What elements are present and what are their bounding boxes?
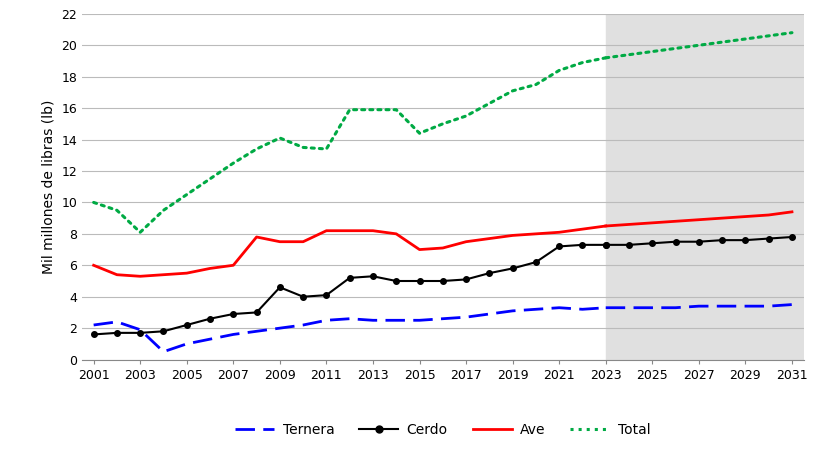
Legend: Ternera, Cerdo, Ave, Total: Ternera, Cerdo, Ave, Total (229, 417, 655, 443)
Y-axis label: Mil millones de libras (lb): Mil millones de libras (lb) (42, 100, 56, 274)
Bar (605, 14, 803, 360)
